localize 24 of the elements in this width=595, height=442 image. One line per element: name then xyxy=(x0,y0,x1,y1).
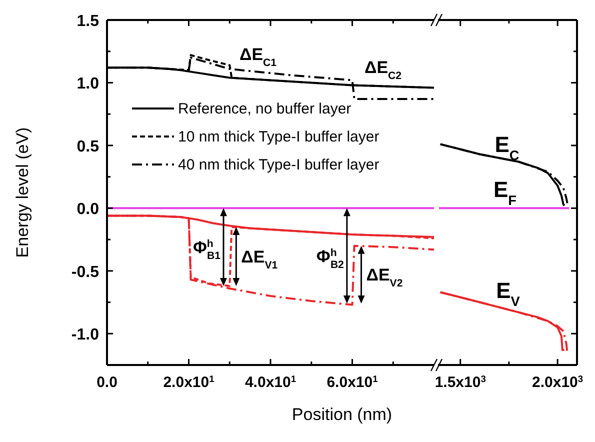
annotation: ΔE$_{V1}$ xyxy=(241,247,278,272)
x-tick-label: 1.5x10$^{3}$ xyxy=(434,374,486,391)
y-tick-label: 0.0 xyxy=(76,201,100,218)
legend-label: 40 nm thick Type-I buffer layer xyxy=(178,156,380,174)
legend-label: Reference, no buffer layer xyxy=(178,100,352,118)
x-tick-label: 4.0x10$^{1}$ xyxy=(244,374,296,391)
x-axis-title: Position (nm) xyxy=(292,405,392,424)
annotation: ΔE$_{V2}$ xyxy=(366,266,403,290)
y-tick-label: -0.5 xyxy=(71,264,100,281)
x-tick-label: 2.0x10$^{3}$ xyxy=(532,374,584,391)
y-tick-label: 1.5 xyxy=(76,13,100,30)
annotation: ΔE$_{C1}$ xyxy=(239,45,277,69)
x-tick-label: 6.0x10$^{1}$ xyxy=(326,374,378,391)
annotation: E$_{C}$ xyxy=(494,132,520,162)
y-tick-label: 1.0 xyxy=(76,76,100,93)
annotation: E$_{V}$ xyxy=(496,278,520,308)
y-tick-label: -1.0 xyxy=(71,326,100,344)
y-axis-title: Energy level (eV) xyxy=(13,127,32,258)
annotation: E$_{F}$ xyxy=(493,177,517,208)
legend-label: 10 nm thick Type-I buffer layer xyxy=(178,128,380,146)
y-tick-label: 0.5 xyxy=(76,138,100,156)
x-tick-label: 2.0x10$^{1}$ xyxy=(163,374,214,391)
x-tick-label: 0.0 xyxy=(96,374,118,391)
annotation: ΔE$_{C2}$ xyxy=(364,58,402,82)
